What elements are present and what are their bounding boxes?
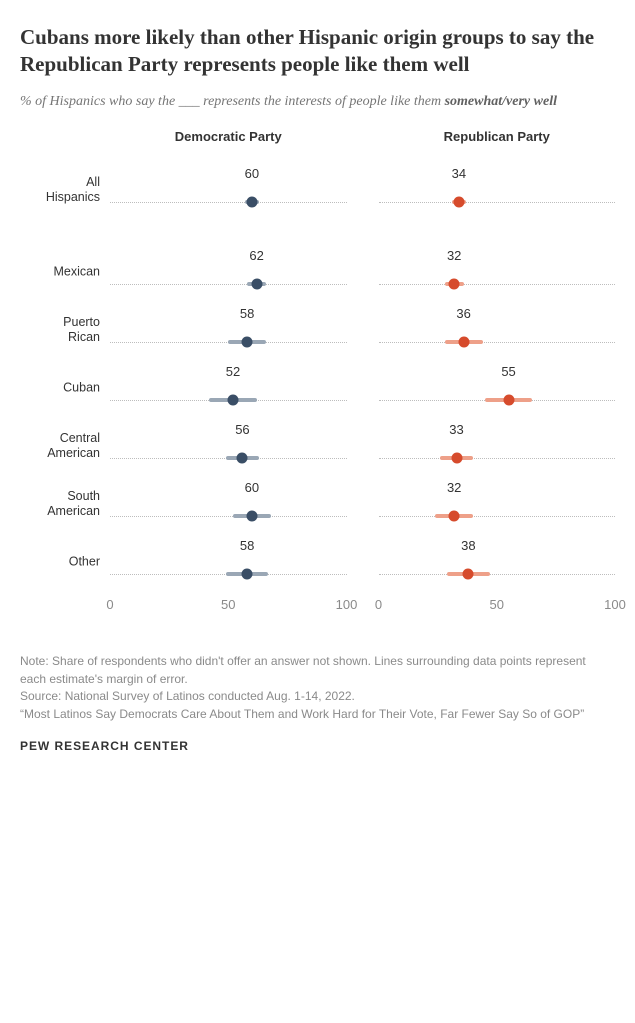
value-label: 62 <box>249 248 263 263</box>
subtitle-prefix: % of Hispanics who say the ___ represent… <box>20 94 445 109</box>
data-point <box>237 452 248 463</box>
data-point <box>246 510 257 521</box>
value-label: 60 <box>245 480 259 495</box>
value-label: 38 <box>461 538 475 553</box>
report-text: “Most Latinos Say Democrats Care About T… <box>20 706 615 723</box>
value-label: 32 <box>447 248 461 263</box>
data-point <box>458 336 469 347</box>
baseline <box>379 342 616 343</box>
footer-brand: PEW RESEARCH CENTER <box>20 739 615 753</box>
baseline <box>379 458 616 459</box>
group-label: Other <box>20 555 110 570</box>
group-label: PuertoRican <box>20 315 110 345</box>
axis-tick: 100 <box>336 597 358 612</box>
baseline <box>110 284 347 285</box>
panel-dem: Democratic Party 60 62 58 52 56 60 58 050100 <box>110 129 347 629</box>
baseline <box>379 574 616 575</box>
subtitle-bold: somewhat/very well <box>445 94 557 109</box>
chart-subtitle: % of Hispanics who say the ___ represent… <box>20 92 615 112</box>
panel-header: Democratic Party <box>110 129 347 161</box>
data-point <box>449 278 460 289</box>
value-label: 32 <box>447 480 461 495</box>
value-label: 55 <box>501 364 515 379</box>
data-point <box>227 394 238 405</box>
axis-tick: 50 <box>221 597 235 612</box>
value-label: 56 <box>235 422 249 437</box>
note-text: Note: Share of respondents who didn't of… <box>20 653 615 688</box>
value-label: 58 <box>240 306 254 321</box>
data-point <box>503 394 514 405</box>
data-point <box>449 510 460 521</box>
value-label: 33 <box>449 422 463 437</box>
data-point <box>463 568 474 579</box>
data-point <box>242 336 253 347</box>
value-label: 58 <box>240 538 254 553</box>
value-label: 60 <box>245 166 259 181</box>
value-label: 52 <box>226 364 240 379</box>
data-point <box>246 196 257 207</box>
axis-tick: 0 <box>106 597 113 612</box>
axis-tick: 0 <box>375 597 382 612</box>
group-label: SouthAmerican <box>20 489 110 519</box>
chart-title: Cubans more likely than other Hispanic o… <box>20 24 615 78</box>
panel-rep: Republican Party 34 32 36 55 33 32 38 050100 <box>379 129 616 629</box>
data-point <box>453 196 464 207</box>
group-label: Cuban <box>20 381 110 396</box>
group-label: AllHispanics <box>20 175 110 205</box>
x-axis: 050100 <box>110 597 347 629</box>
baseline <box>379 202 616 203</box>
group-label: Mexican <box>20 265 110 280</box>
value-label: 34 <box>452 166 466 181</box>
data-point <box>242 568 253 579</box>
baseline <box>379 284 616 285</box>
baseline <box>110 202 347 203</box>
x-axis: 050100 <box>379 597 616 629</box>
data-point <box>251 278 262 289</box>
panel-header: Republican Party <box>379 129 616 161</box>
baseline <box>379 516 616 517</box>
source-text: Source: National Survey of Latinos condu… <box>20 688 615 705</box>
group-label: CentralAmerican <box>20 431 110 461</box>
chart-notes: Note: Share of respondents who didn't of… <box>20 653 615 723</box>
axis-tick: 100 <box>604 597 626 612</box>
baseline <box>110 516 347 517</box>
chart-area: AllHispanics Mexican PuertoRican Cuban Centr… <box>20 129 615 629</box>
data-point <box>451 452 462 463</box>
axis-tick: 50 <box>490 597 504 612</box>
value-label: 36 <box>456 306 470 321</box>
